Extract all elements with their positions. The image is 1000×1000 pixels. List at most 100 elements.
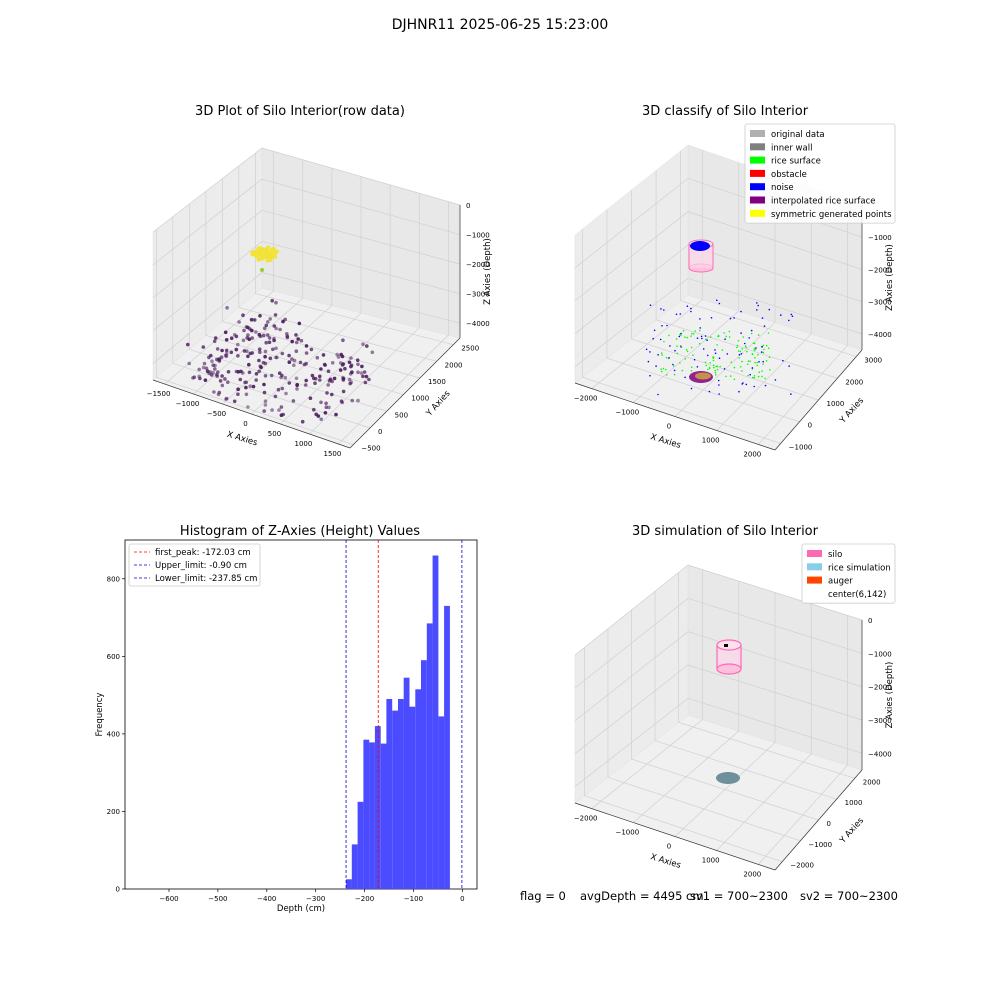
classify-noise-point	[763, 325, 766, 327]
raw-point	[197, 367, 201, 372]
histogram-y-tick-label: 200	[107, 808, 120, 816]
classify-x-axis-label: X Axies	[649, 432, 682, 451]
simulation-x-tick-label: 0	[667, 843, 671, 851]
histogram-bar	[369, 742, 375, 889]
classify-rice-point	[753, 347, 756, 350]
classify-rice-point	[728, 330, 731, 333]
raw-point	[250, 336, 254, 340]
raw-point	[236, 387, 241, 392]
raw-point	[318, 378, 322, 382]
simulation-y-tick-label: 0	[827, 820, 831, 828]
raw-point	[213, 336, 218, 340]
raw-point	[303, 383, 308, 387]
raw-point	[294, 340, 299, 345]
raw-point	[281, 412, 286, 417]
classify-rice-point	[705, 364, 707, 367]
raw-point	[270, 298, 275, 303]
raw-yellow-point	[271, 246, 276, 251]
classify-rice-point	[746, 363, 749, 366]
raw-point	[241, 338, 246, 343]
raw-point	[251, 384, 256, 389]
raw-point	[363, 380, 368, 385]
classify-ygrid	[631, 190, 819, 401]
raw-point	[261, 360, 266, 365]
flag-readout: flag = 0	[520, 889, 566, 903]
classify-rice-point	[767, 347, 770, 350]
classify-legend-swatch	[750, 169, 765, 177]
raw-point	[263, 399, 268, 404]
simulation-legend-label: silo	[828, 550, 842, 560]
classify-z-tick-label: −2000	[868, 266, 892, 274]
classify-legend-label: obstacle	[771, 170, 807, 180]
classify-noise-point	[680, 346, 682, 348]
classify-legend-swatch	[750, 196, 765, 204]
simulation-y-tick-label: −2000	[790, 862, 814, 870]
raw-point	[274, 300, 278, 305]
classify-z-tick-label: −3000	[868, 299, 892, 307]
raw-point	[326, 383, 331, 387]
classify-rice-point	[738, 357, 741, 359]
raw-zgrid	[152, 178, 461, 266]
classify-x-tick-label: −2000	[574, 395, 598, 403]
raw-point	[264, 340, 269, 345]
simulation-3d-axes: −2000 −1000 0 1000 2000 −2000 −1000 0 1000 2000 0 −…	[574, 543, 896, 878]
raw-point	[277, 371, 282, 376]
raw-point	[220, 374, 224, 378]
histogram-y-tick-label: 0	[116, 886, 120, 894]
raw-point	[294, 333, 298, 337]
classify-rice-point	[756, 361, 759, 364]
raw-point	[254, 378, 258, 382]
raw-point	[229, 350, 234, 355]
histogram-bar	[351, 844, 358, 889]
simulation-z-tick-label: −4000	[868, 750, 892, 758]
classify-noise-point	[726, 353, 729, 355]
raw-point	[247, 337, 252, 342]
raw-point	[198, 376, 202, 381]
raw-point	[224, 354, 229, 359]
raw-z-axis-label: Z Axies (Depth)	[483, 238, 493, 305]
classify-rice-point	[736, 346, 738, 349]
classify-noise-point	[758, 361, 760, 363]
raw-point	[213, 367, 217, 371]
classify-rice-point	[694, 330, 696, 332]
simulation-rice-surface	[716, 772, 740, 784]
classify-noise-point	[756, 309, 758, 311]
raw-point	[340, 354, 345, 359]
raw-point	[268, 356, 273, 361]
raw-ygrid	[172, 216, 371, 429]
classify-noise-point	[666, 324, 668, 327]
raw-point	[244, 325, 249, 329]
histogram-y-axis-label: Frequency	[95, 693, 105, 737]
raw-ygrid	[255, 153, 454, 346]
classify-noise-point	[714, 352, 717, 355]
classify-rice-point	[737, 340, 740, 342]
classify-xgrid	[674, 175, 776, 417]
classify-rice-point	[753, 349, 756, 352]
classify-noise-point	[788, 319, 790, 322]
classify-rice-point	[719, 365, 721, 368]
simulation-z-axis-label: Z Axies (Depth)	[885, 662, 895, 729]
raw-x-tick-label: 500	[268, 430, 281, 438]
raw-yellow-point	[257, 247, 262, 251]
classify-noise-point	[729, 317, 732, 320]
classify-noise-point	[669, 345, 671, 347]
classify-y-tick-label: 1000	[827, 400, 845, 408]
raw-point	[280, 351, 285, 356]
classify-x-tick-label: 1000	[702, 436, 720, 444]
raw-point	[258, 314, 262, 318]
raw-point	[313, 376, 318, 381]
raw-point	[203, 378, 208, 383]
raw-point	[339, 399, 344, 404]
raw-zgrid	[152, 209, 461, 299]
raw-point	[291, 399, 296, 403]
raw-point	[360, 364, 364, 369]
raw-point	[248, 384, 252, 389]
raw-point	[212, 339, 217, 344]
sv2-readout: sv2 = 700~2300	[800, 889, 898, 903]
simulation-xgrid	[591, 569, 703, 809]
raw-z-tick-label: −4000	[466, 320, 490, 328]
raw-point	[273, 394, 278, 399]
raw-point	[318, 374, 322, 379]
simulation-x-tick-label: −1000	[615, 829, 639, 837]
raw-point	[242, 328, 246, 333]
